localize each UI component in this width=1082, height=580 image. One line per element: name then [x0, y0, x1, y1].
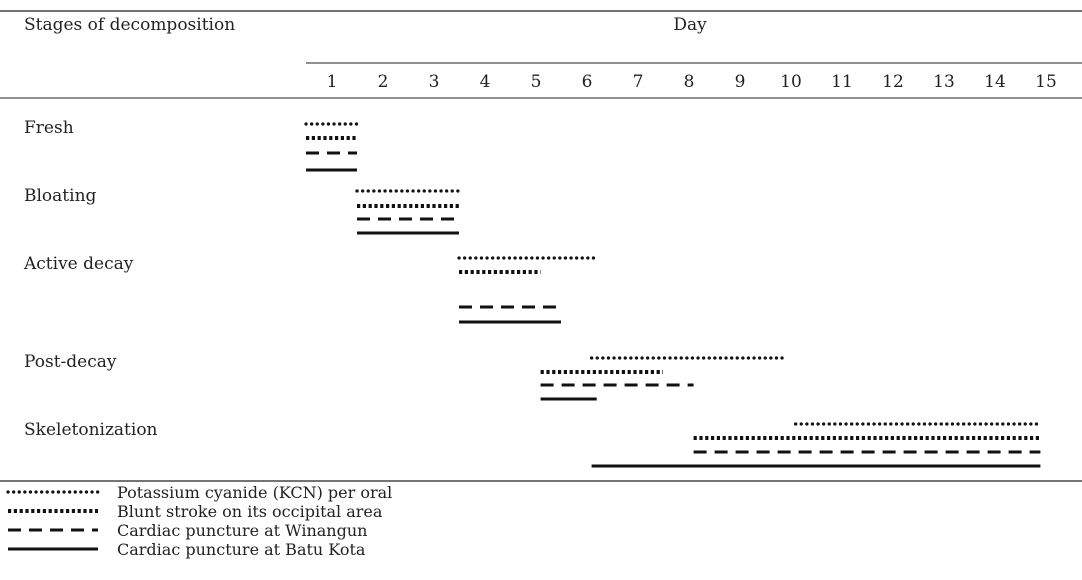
legend-label-potassium-cyanide-kcn-per-oral: Potassium cyanide (KCN) per oral: [117, 483, 392, 502]
day-tick-labels: 1 2 3 4 5 6 7 8 9 10 11 12 13 14 15: [327, 72, 1057, 92]
day-tick-label: 2: [378, 72, 389, 92]
day-tick-label: 1: [327, 72, 338, 92]
day-tick-label: 15: [1035, 72, 1057, 92]
chart-bars: [304, 122, 1043, 468]
day-tick-label: 14: [984, 72, 1006, 92]
legend-label-blunt-stroke-on-its-occipital-area: Blunt stroke on its occipital area: [117, 502, 383, 521]
day-tick-label: 4: [480, 72, 491, 92]
day-tick-label: 8: [684, 72, 695, 92]
day-tick-label: 10: [780, 72, 802, 92]
day-tick-label: 3: [429, 72, 440, 92]
day-column-header: Day: [673, 15, 707, 35]
legend-label-cardiac-puncture-at-batu-kota: Cardiac puncture at Batu Kota: [117, 540, 366, 559]
day-tick-label: 7: [633, 72, 644, 92]
day-tick-label: 13: [933, 72, 955, 92]
table-rules: [0, 10, 1082, 482]
stage-label-fresh: Fresh: [24, 118, 74, 138]
stage-column-header: Stages of decomposition: [24, 15, 235, 35]
day-tick-label: 12: [882, 72, 904, 92]
day-tick-label: 6: [582, 72, 593, 92]
stage-labels: Fresh Bloating Active decay Post-decay Skele…: [23, 118, 158, 440]
stage-label-post-decay: Post-decay: [24, 352, 117, 372]
day-tick-label: 11: [831, 72, 853, 92]
day-tick-label: 5: [531, 72, 542, 92]
stage-label-skeletonization: Skeletonization: [24, 420, 158, 440]
stage-label-bloating: Bloating: [24, 186, 97, 206]
day-tick-label: 9: [735, 72, 746, 92]
stage-label-active-decay: Active decay: [23, 254, 134, 274]
legend-label-cardiac-puncture-at-winangun: Cardiac puncture at Winangun: [117, 521, 367, 540]
